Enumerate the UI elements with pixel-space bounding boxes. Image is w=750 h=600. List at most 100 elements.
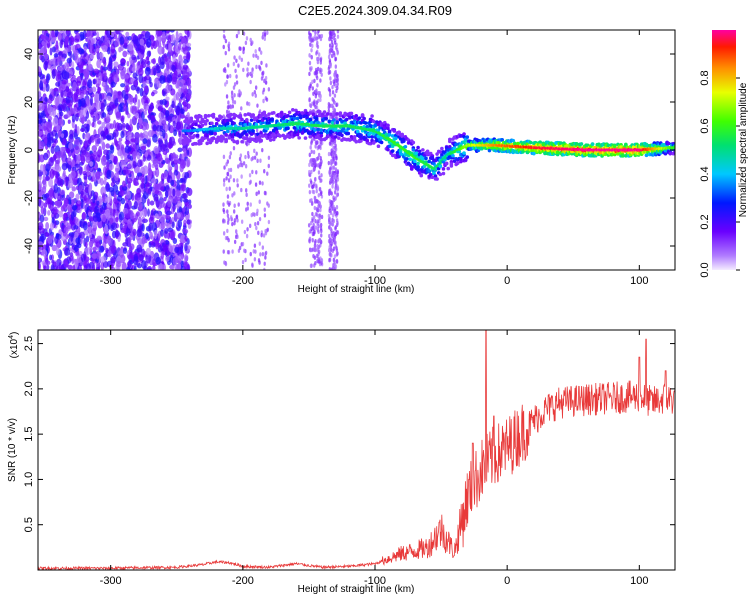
spectrogram-cell: [100, 256, 107, 263]
spectrogram-cell: [152, 58, 156, 65]
spectrogram-cell: [333, 127, 338, 132]
spectrogram-cell: [105, 161, 110, 168]
spectrogram-cell: [327, 101, 331, 107]
spectrogram-cell: [162, 144, 168, 152]
spectrogram-cell: [356, 129, 360, 134]
spectrogram-cell: [256, 221, 260, 226]
spectrogram-cell: [50, 231, 54, 236]
spectrogram-cell: [308, 169, 311, 175]
spectrogram-cell: [150, 91, 155, 97]
spectrogram-cell: [308, 53, 311, 58]
spectrogram-cell: [305, 115, 309, 120]
spectrogram-cell: [225, 162, 228, 167]
spectrogram-cell: [130, 138, 136, 143]
spectrogram-cell: [53, 87, 59, 92]
spectrogram-cell: [138, 124, 144, 130]
spectrogram-cell: [171, 76, 177, 85]
spectrogram-cell: [245, 192, 248, 198]
spectrogram-cell: [64, 226, 69, 235]
spectrogram-cell: [168, 243, 173, 252]
spectrogram-cell: [160, 222, 166, 230]
spectrogram-cell: [275, 130, 279, 134]
spectrogram-cell: [311, 211, 314, 217]
spectrogram-cell: [138, 117, 143, 124]
spectrogram-cell: [153, 146, 159, 154]
spectrogram-cell: [175, 107, 180, 116]
spectrogram-cell: [258, 109, 262, 114]
spectrogram-cell: [164, 157, 170, 164]
spectrogram-cell: [73, 138, 80, 146]
spectrogram-cell: [317, 152, 321, 158]
spectrogram-cell: [333, 101, 337, 106]
spectrogram-cell: [245, 132, 249, 137]
spectrogram-cell: [246, 150, 250, 156]
spectrogram-cell: [310, 169, 313, 175]
spectrogram-cell: [49, 254, 53, 261]
spectrogram-cell: [332, 118, 336, 122]
spectrogram-cell: [370, 135, 374, 139]
spectrogram-cell: [317, 52, 321, 57]
spectrogram-cell: [413, 162, 417, 167]
spectrogram-cell: [335, 205, 339, 210]
spectrogram-cell: [225, 176, 228, 181]
spectrogram-cell: [91, 253, 98, 259]
spectrogram-cell: [117, 90, 122, 96]
spectrogram-cell: [222, 154, 226, 160]
spectrogram-cell: [39, 164, 44, 172]
spectrogram-cell: [101, 112, 107, 118]
spectrogram-cell: [365, 138, 370, 143]
spectrogram-cell: [110, 224, 114, 232]
spectrogram-cell: [308, 162, 311, 168]
spectrogram-cell: [331, 90, 335, 95]
spectrogram-cell: [261, 181, 264, 186]
spectrogram-cell: [371, 119, 376, 124]
spectrogram-cell: [222, 231, 226, 236]
spectrogram-cell: [124, 140, 131, 145]
spectrogram-cell: [182, 64, 188, 70]
spectrogram-cell: [245, 233, 249, 239]
spectrogram-cell: [43, 163, 47, 172]
spectrogram-cell: [263, 78, 266, 83]
spectrogram-cell: [210, 121, 214, 126]
spectrogram-cell: [114, 229, 119, 239]
spectrogram-cell: [163, 196, 167, 202]
spectrogram-cell: [213, 131, 217, 136]
spectrogram-cell: [45, 83, 50, 92]
spectrogram-cell: [78, 99, 82, 108]
spectrogram-cell: [205, 141, 209, 146]
spectrogram-cell: [175, 91, 180, 101]
spectrogram-cell: [243, 130, 248, 134]
spectrogram-cell: [246, 67, 249, 72]
spectrogram-cell: [318, 237, 321, 243]
spectrogram-cell: [44, 175, 50, 181]
spectrogram-cell: [100, 130, 105, 138]
spectrogram-cell: [132, 228, 137, 237]
spectrogram-cell: [246, 73, 249, 78]
spectrogram-cell: [113, 155, 118, 165]
spectrogram-cell: [229, 215, 233, 220]
spectrogram-cell: [46, 264, 50, 270]
spectrogram-cell: [170, 33, 176, 44]
spectrogram-cell: [65, 86, 70, 93]
spectrogram-cell: [71, 114, 76, 123]
spectrogram-cell: [330, 206, 334, 212]
spectrogram-cell: [310, 48, 313, 53]
spectrogram-cell: [186, 103, 191, 110]
spectrogram-cell: [95, 212, 101, 219]
spectrogram-cell: [226, 194, 230, 199]
spectrogram-cell: [176, 196, 181, 201]
spectrogram-cell: [68, 232, 75, 237]
spectrogram-cell: [155, 63, 159, 71]
spectrogram-cell: [89, 42, 93, 52]
spectrogram-cell: [252, 249, 255, 254]
spectrogram-cell: [107, 46, 111, 55]
spectrogram-cell: [237, 164, 240, 169]
spectrogram-cell: [152, 265, 156, 270]
spectrogram-cell: [43, 216, 49, 222]
spectrogram-cell: [328, 92, 332, 97]
spectrogram-cell: [242, 49, 245, 55]
spectrogram-cell: [262, 87, 266, 92]
spectrogram-cell: [160, 56, 166, 66]
spectrogram-cell: [110, 43, 116, 54]
spectrogram-cell: [95, 241, 102, 248]
